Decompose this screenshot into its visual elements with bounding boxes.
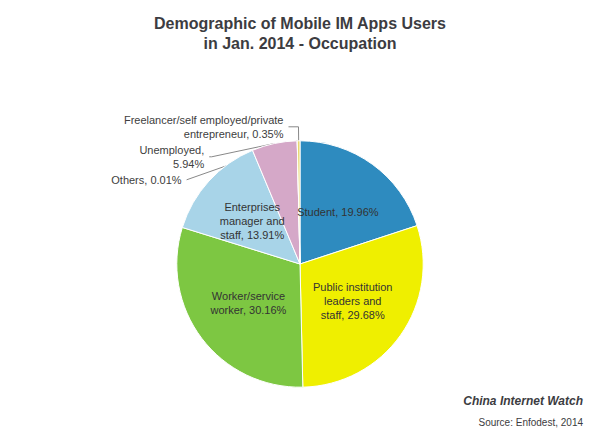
svg-text:Source: Enfodest, 2014: Source: Enfodest, 2014	[478, 417, 583, 428]
svg-text:Public institution: Public institution	[313, 281, 393, 293]
svg-text:Worker/service: Worker/service	[212, 290, 285, 302]
svg-text:Freelancer/self employed/priva: Freelancer/self employed/private	[124, 114, 284, 126]
svg-text:Unemployed,: Unemployed,	[139, 144, 204, 156]
svg-text:staff, 13.91%: staff, 13.91%	[220, 229, 284, 241]
svg-text:in Jan. 2014 - Occupation: in Jan. 2014 - Occupation	[204, 35, 397, 52]
svg-text:worker, 30.16%: worker, 30.16%	[210, 304, 287, 316]
svg-text:manager and: manager and	[220, 215, 285, 227]
svg-text:China Internet Watch: China Internet Watch	[463, 394, 583, 408]
svg-text:staff, 29.68%: staff, 29.68%	[321, 309, 385, 321]
svg-text:Demographic of Mobile IM Apps: Demographic of Mobile IM Apps Users	[154, 15, 446, 32]
svg-text:Student, 19.96%: Student, 19.96%	[297, 206, 379, 218]
svg-text:5.94%: 5.94%	[173, 158, 204, 170]
svg-text:leaders and: leaders and	[324, 295, 382, 307]
svg-text:Enterprises: Enterprises	[224, 201, 280, 213]
svg-text:entrepreneur, 0.35%: entrepreneur, 0.35%	[184, 128, 284, 140]
svg-text:Others, 0.01%: Others, 0.01%	[111, 174, 182, 186]
